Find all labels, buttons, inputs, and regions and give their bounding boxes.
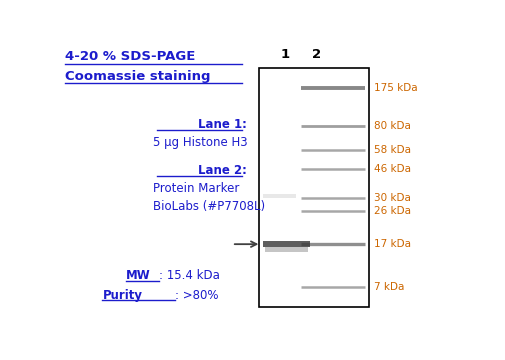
Text: 2: 2	[311, 48, 320, 61]
Text: BioLabs (#P7708L): BioLabs (#P7708L)	[153, 200, 265, 213]
Text: 80 kDa: 80 kDa	[373, 121, 410, 131]
Text: : 15.4 kDa: : 15.4 kDa	[159, 269, 220, 282]
Text: MW: MW	[126, 269, 150, 282]
Text: 30 kDa: 30 kDa	[373, 193, 410, 203]
Text: :: :	[241, 118, 246, 131]
Text: Lane 1: Lane 1	[197, 118, 241, 131]
Text: 46 kDa: 46 kDa	[373, 164, 410, 174]
Text: Lane 2: Lane 2	[197, 164, 241, 177]
Bar	[263, 242, 310, 247]
Text: 175 kDa: 175 kDa	[373, 82, 417, 93]
Text: Purity: Purity	[103, 288, 142, 302]
Text: 1: 1	[280, 48, 289, 61]
Text: Coomassie staining: Coomassie staining	[65, 69, 210, 82]
Text: 4-20 % SDS-PAGE: 4-20 % SDS-PAGE	[65, 50, 195, 63]
Text: 7 kDa: 7 kDa	[373, 282, 403, 292]
Bar	[263, 194, 295, 198]
Text: 17 kDa: 17 kDa	[373, 239, 410, 249]
Text: 26 kDa: 26 kDa	[373, 206, 410, 216]
Text: :: :	[241, 164, 246, 177]
Text: : >80%: : >80%	[175, 288, 218, 302]
Text: 5 μg Histone H3: 5 μg Histone H3	[153, 136, 247, 149]
Bar	[259, 68, 369, 307]
Text: Protein Marker: Protein Marker	[153, 182, 239, 195]
Text: 58 kDa: 58 kDa	[373, 145, 410, 155]
Bar	[265, 247, 308, 252]
